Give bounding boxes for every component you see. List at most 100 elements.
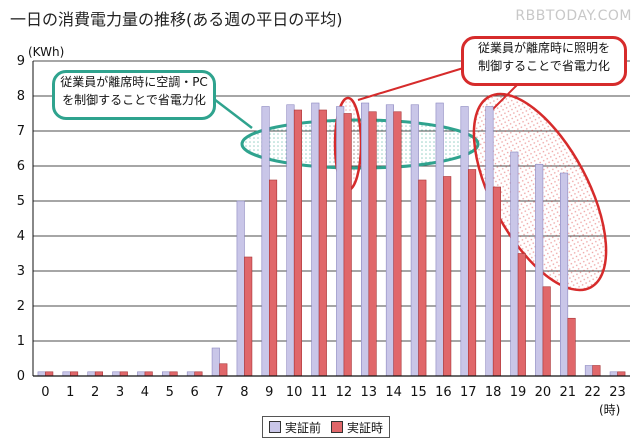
callout-hvac-pc-line-1: 従業員が離席時に空調・PC: [60, 75, 208, 89]
bar-before: [286, 104, 295, 377]
bar-after: [269, 179, 278, 377]
x-tick-label: 3: [116, 385, 124, 400]
callout-lighting-line-2: 制御することで省電力化: [478, 59, 610, 73]
y-tick-label: 5: [17, 194, 25, 209]
x-tick-label: 23: [609, 385, 626, 400]
bar-after: [70, 371, 79, 377]
y-axis-unit-label: (KWh): [28, 45, 64, 59]
bar-after: [393, 111, 402, 377]
callout-hvac-pc: 従業員が離席時に空調・PC を制御することで省電力化: [52, 70, 216, 120]
bar-after: [617, 371, 626, 377]
bar-after: [567, 317, 576, 377]
x-tick-label: 18: [485, 385, 502, 400]
bar-after: [492, 186, 501, 377]
y-tick-label: 7: [17, 124, 25, 139]
bar-after: [517, 253, 526, 377]
bar-before: [311, 102, 320, 377]
bar-after: [368, 111, 377, 377]
bar-after: [293, 109, 302, 377]
legend: 実証前 実証時: [262, 416, 391, 438]
bar-before: [37, 371, 46, 377]
x-tick-label: 16: [435, 385, 452, 400]
bar-after: [343, 113, 352, 377]
legend-swatch-before: [269, 421, 281, 433]
x-axis-unit-label: (時): [599, 403, 620, 417]
bar-before: [560, 172, 569, 377]
y-tick-label: 2: [17, 299, 25, 314]
bar-after: [169, 371, 178, 377]
y-tick-label: 9: [17, 54, 25, 69]
x-tick-label: 13: [361, 385, 378, 400]
bar-before: [609, 371, 618, 377]
x-tick-label: 15: [410, 385, 427, 400]
x-tick-label: 7: [215, 385, 223, 400]
x-tick-label: 0: [41, 385, 49, 400]
legend-item-after: 実証時: [331, 419, 383, 436]
bar-before: [435, 102, 444, 377]
bar-before: [510, 151, 519, 377]
y-tick-label: 1: [17, 334, 25, 349]
bar-after: [318, 109, 327, 377]
bar-after: [592, 365, 601, 377]
legend-swatch-after: [331, 421, 344, 433]
bar-after: [119, 371, 128, 377]
bar-before: [361, 102, 370, 377]
callout-lighting: 従業員が離席時に照明を 制御することで省電力化: [461, 36, 627, 86]
y-tick-label: 0: [17, 369, 25, 384]
callout-hvac-pc-line-2: を制御することで省電力化: [62, 93, 206, 107]
bar-before: [186, 371, 195, 377]
bar-before: [87, 371, 96, 377]
x-tick-label: 21: [560, 385, 577, 400]
x-tick-label: 17: [460, 385, 477, 400]
x-tick-label: 4: [141, 385, 149, 400]
y-tick-label: 3: [17, 264, 25, 279]
bar-after: [542, 286, 551, 377]
bar-before: [162, 371, 171, 377]
bar-before: [236, 200, 245, 377]
bar-after: [443, 176, 452, 377]
bar-before: [137, 371, 146, 377]
bar-before: [410, 104, 419, 377]
bar-before: [385, 104, 394, 377]
bar-after: [244, 256, 253, 377]
callout-connector-teal: [209, 95, 253, 129]
callout-connector-red-2: [491, 81, 521, 111]
callout-connector-red-1: [357, 65, 471, 101]
bar-after: [468, 169, 477, 377]
x-tick-label: 11: [311, 385, 328, 400]
x-tick-label: 6: [191, 385, 199, 400]
bars: [37, 102, 626, 377]
legend-label-before: 実証前: [285, 420, 322, 435]
watermark: RBBTODAY.COM: [515, 8, 632, 24]
bar-after: [45, 371, 54, 377]
x-tick-label: 1: [66, 385, 74, 400]
x-tick-label: 9: [265, 385, 273, 400]
x-tick-label: 12: [336, 385, 353, 400]
x-tick-label: 20: [535, 385, 552, 400]
x-tick-label: 5: [166, 385, 174, 400]
bar-before: [535, 163, 544, 377]
x-tick-label: 22: [584, 385, 601, 400]
x-tick-label: 14: [385, 385, 402, 400]
bar-before: [584, 365, 593, 377]
y-tick-label: 8: [17, 89, 25, 104]
legend-label-after: 実証時: [347, 420, 384, 435]
bar-before: [460, 106, 469, 377]
y-tick-label: 4: [17, 229, 25, 244]
bar-after: [219, 363, 228, 377]
bar-after: [94, 371, 103, 377]
bar-after: [418, 179, 427, 377]
bar-after: [194, 371, 203, 377]
y-tick-label: 6: [17, 159, 25, 174]
chart-title: 一日の消費電力量の推移(ある週の平日の平均): [10, 10, 343, 29]
bar-before: [336, 106, 345, 377]
bar-after: [144, 371, 153, 377]
x-tick-label: 19: [510, 385, 527, 400]
bar-before: [485, 106, 494, 377]
bar-before: [261, 106, 270, 377]
legend-item-before: 実証前: [269, 419, 321, 436]
x-tick-label: 8: [240, 385, 248, 400]
bar-before: [62, 371, 71, 377]
